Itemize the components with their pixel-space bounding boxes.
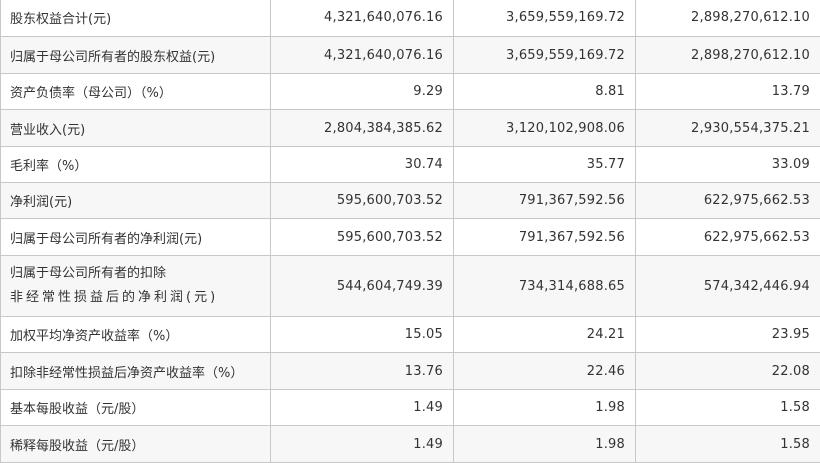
table-row: 归属于母公司所有者的扣除 非经常性损益后的净利润(元) 544,604,749.… (1, 256, 820, 317)
row-label: 稀释每股收益（元/股） (1, 426, 271, 463)
value-cell: 22.46 (454, 353, 636, 390)
value-cell: 13.79 (636, 74, 820, 110)
value-cell: 622,975,662.53 (636, 183, 820, 219)
value-cell: 4,321,640,076.16 (271, 37, 454, 74)
table-row: 稀释每股收益（元/股） 1.49 1.98 1.58 (1, 426, 820, 463)
value-cell: 22.08 (636, 353, 820, 390)
value-cell: 544,604,749.39 (271, 256, 454, 317)
value-cell: 15.05 (271, 317, 454, 353)
value-cell: 622,975,662.53 (636, 219, 820, 256)
value-cell: 4,321,640,076.16 (271, 0, 454, 37)
value-cell: 30.74 (271, 147, 454, 183)
row-label: 毛利率（%） (1, 147, 271, 183)
value-cell: 24.21 (454, 317, 636, 353)
value-cell: 2,898,270,612.10 (636, 37, 820, 74)
table-row: 归属于母公司所有者的净利润(元) 595,600,703.52 791,367,… (1, 219, 820, 256)
table-row: 净利润(元) 595,600,703.52 791,367,592.56 622… (1, 183, 820, 219)
value-cell: 1.98 (454, 426, 636, 463)
table-row: 加权平均净资产收益率（%） 15.05 24.21 23.95 (1, 317, 820, 353)
table-row: 扣除非经常性损益后净资产收益率（%） 13.76 22.46 22.08 (1, 353, 820, 390)
row-label: 扣除非经常性损益后净资产收益率（%） (1, 353, 271, 390)
value-cell: 3,659,559,169.72 (454, 0, 636, 37)
table-row: 股东权益合计(元) 4,321,640,076.16 3,659,559,169… (1, 0, 820, 37)
value-cell: 1.58 (636, 390, 820, 426)
value-cell: 791,367,592.56 (454, 219, 636, 256)
value-cell: 9.29 (271, 74, 454, 110)
value-cell: 3,120,102,908.06 (454, 110, 636, 147)
value-cell: 1.98 (454, 390, 636, 426)
row-label: 归属于母公司所有者的扣除 非经常性损益后的净利润(元) (1, 256, 271, 317)
table-row: 资产负债率（母公司）（%） 9.29 8.81 13.79 (1, 74, 820, 110)
row-label: 股东权益合计(元) (1, 0, 271, 37)
value-cell: 13.76 (271, 353, 454, 390)
table-row: 毛利率（%） 30.74 35.77 33.09 (1, 147, 820, 183)
table-row: 基本每股收益（元/股） 1.49 1.98 1.58 (1, 390, 820, 426)
value-cell: 3,659,559,169.72 (454, 37, 636, 74)
value-cell: 33.09 (636, 147, 820, 183)
value-cell: 23.95 (636, 317, 820, 353)
value-cell: 2,930,554,375.21 (636, 110, 820, 147)
value-cell: 1.49 (271, 390, 454, 426)
value-cell: 595,600,703.52 (271, 183, 454, 219)
value-cell: 2,804,384,385.62 (271, 110, 454, 147)
value-cell: 35.77 (454, 147, 636, 183)
row-label: 净利润(元) (1, 183, 271, 219)
value-cell: 1.49 (271, 426, 454, 463)
row-label: 归属于母公司所有者的股东权益(元) (1, 37, 271, 74)
row-label: 营业收入(元) (1, 110, 271, 147)
value-cell: 791,367,592.56 (454, 183, 636, 219)
value-cell: 734,314,688.65 (454, 256, 636, 317)
value-cell: 8.81 (454, 74, 636, 110)
row-label-line: 非经常性损益后的净利润(元) (10, 286, 262, 310)
row-label: 加权平均净资产收益率（%） (1, 317, 271, 353)
row-label: 资产负债率（母公司）（%） (1, 74, 271, 110)
row-label-line: 归属于母公司所有者的扣除 (10, 262, 262, 286)
value-cell: 595,600,703.52 (271, 219, 454, 256)
value-cell: 1.58 (636, 426, 820, 463)
table-row: 营业收入(元) 2,804,384,385.62 3,120,102,908.0… (1, 110, 820, 147)
value-cell: 574,342,446.94 (636, 256, 820, 317)
row-label: 基本每股收益（元/股） (1, 390, 271, 426)
value-cell: 2,898,270,612.10 (636, 0, 820, 37)
row-label: 归属于母公司所有者的净利润(元) (1, 219, 271, 256)
table-row: 归属于母公司所有者的股东权益(元) 4,321,640,076.16 3,659… (1, 37, 820, 74)
